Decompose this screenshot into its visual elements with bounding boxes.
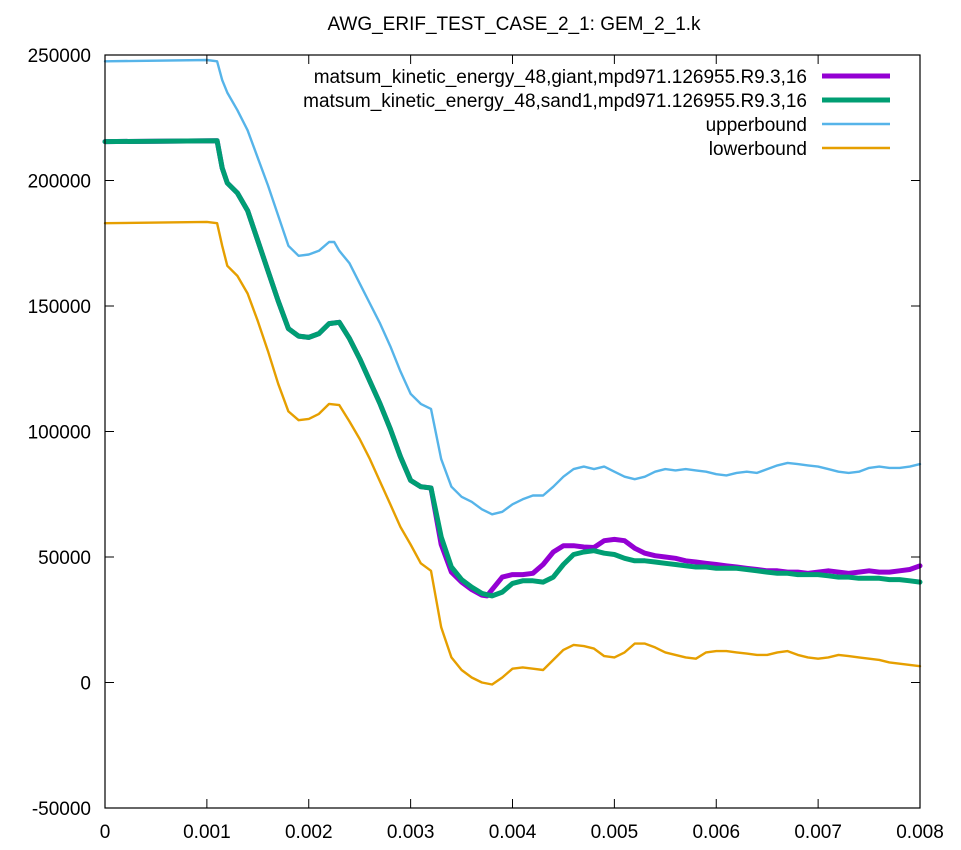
- y-tick-label: 250000: [28, 46, 91, 67]
- y-tick-label: 50000: [38, 548, 91, 569]
- legend: matsum_kinetic_energy_48,giant,mpd971.12…: [303, 67, 890, 160]
- x-tick-label: 0.006: [692, 822, 740, 843]
- legend-label: lowerbound: [709, 139, 807, 160]
- legend-label: matsum_kinetic_energy_48,sand1,mpd971.12…: [303, 91, 807, 112]
- x-tick-label: 0.002: [285, 822, 333, 843]
- y-tick-label: 0: [80, 674, 91, 695]
- plot-lines: [102, 58, 923, 686]
- x-tick-label: 0.008: [896, 822, 944, 843]
- y-tick-label: 150000: [28, 297, 91, 318]
- x-tick-label: 0: [100, 822, 111, 843]
- series-line-1: [102, 138, 923, 599]
- x-tick-label: 0.004: [489, 822, 537, 843]
- legend-label: upperbound: [706, 115, 807, 136]
- x-tick-label: 0.005: [591, 822, 639, 843]
- x-axis: 0 0.001 0.002 0.003 0.004 0.005 0.006 0.007 0.00…: [100, 55, 944, 843]
- chart-title: AWG_ERIF_TEST_CASE_2_1: GEM_2_1.k: [327, 14, 701, 35]
- series-line-2: [103, 58, 922, 516]
- y-tick-label: -50000: [32, 799, 91, 820]
- y-tick-label: 200000: [28, 172, 91, 193]
- series-line-3: [103, 220, 922, 686]
- x-tick-label: 0.001: [183, 822, 231, 843]
- legend-label: matsum_kinetic_energy_48,giant,mpd971.12…: [314, 67, 807, 88]
- y-tick-label: 100000: [28, 423, 91, 444]
- y-axis: -50000 0 50000 100000 150000 200000 250000: [28, 46, 920, 820]
- x-tick-label: 0.003: [387, 822, 435, 843]
- x-tick-label: 0.007: [794, 822, 842, 843]
